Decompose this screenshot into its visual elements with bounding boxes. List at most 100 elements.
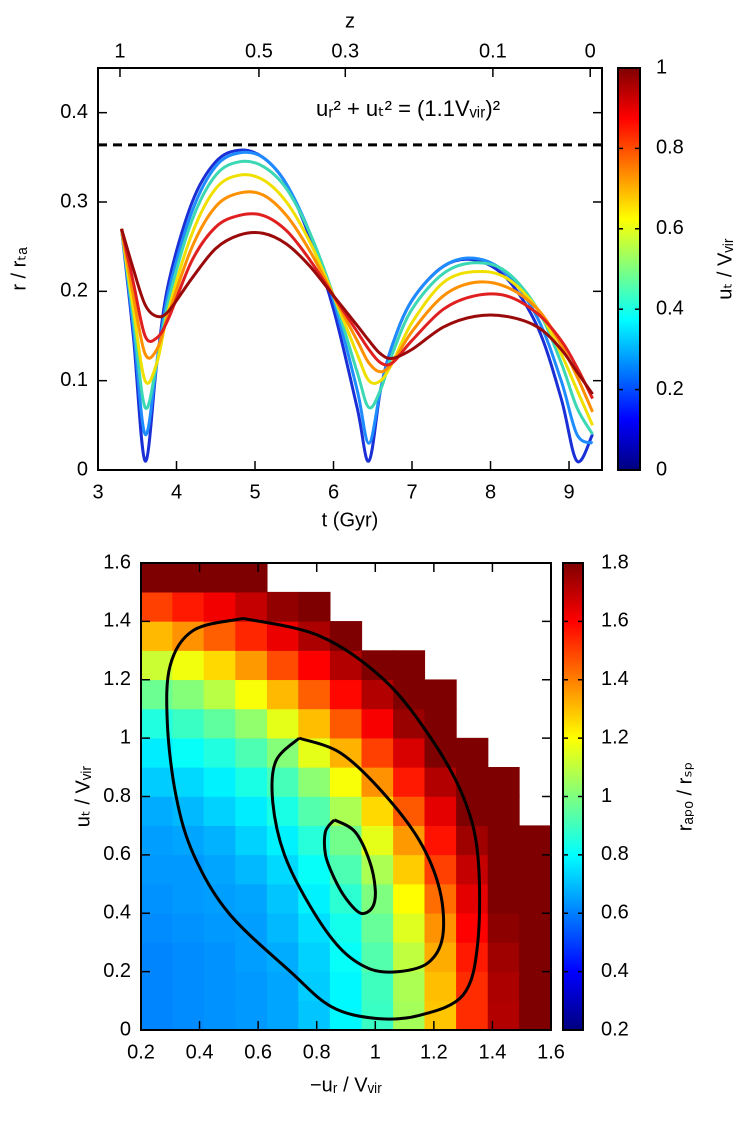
x-tick-label: 3 bbox=[92, 481, 103, 503]
heatmap-cell bbox=[298, 591, 331, 622]
heatmap-cell bbox=[203, 825, 236, 856]
x2-tick-label: 0.3 bbox=[331, 40, 359, 62]
heatmap-cell bbox=[266, 1000, 299, 1030]
contour bbox=[270, 736, 446, 974]
plot-frame bbox=[97, 67, 603, 471]
heatmap-cell bbox=[141, 971, 173, 1002]
heatmap-cell bbox=[235, 737, 268, 768]
heatmap-cell bbox=[329, 942, 363, 972]
colorbar-tick-label: 0.2 bbox=[601, 1018, 629, 1040]
heatmap-cell bbox=[203, 708, 236, 739]
heatmap-cell bbox=[141, 563, 173, 593]
heatmap-cell bbox=[519, 912, 551, 943]
heatmap-cell bbox=[487, 971, 520, 1002]
heatmap-cell bbox=[203, 737, 236, 768]
heatmap-cell bbox=[203, 563, 236, 593]
heatmap-cell bbox=[487, 854, 520, 885]
colorbar-tick-label: 0.8 bbox=[601, 843, 629, 865]
heatmap-cell bbox=[141, 912, 173, 943]
heatmap-cell bbox=[172, 854, 205, 885]
heatmap-cell bbox=[393, 883, 426, 914]
heatmap-cell bbox=[141, 796, 173, 826]
heatmap-cell bbox=[361, 1000, 394, 1030]
heatmap-cell bbox=[203, 1000, 236, 1030]
y-tick-label: 0.1 bbox=[60, 369, 88, 391]
heatmap-cell bbox=[393, 971, 426, 1002]
heatmap-cell bbox=[266, 912, 299, 943]
heatmap-cell bbox=[266, 591, 299, 622]
heatmap-cell bbox=[266, 854, 299, 885]
x-tick-label: 0.4 bbox=[186, 1041, 214, 1063]
heatmap-cell bbox=[329, 679, 363, 710]
heatmap-cell bbox=[519, 883, 551, 914]
x-tick-label: 6 bbox=[328, 481, 339, 503]
heatmap-cell bbox=[329, 971, 363, 1002]
heatmap-cell bbox=[266, 883, 299, 914]
heatmap-cell bbox=[203, 679, 236, 710]
heatmap-cell bbox=[519, 854, 551, 885]
y-tick-label: 0 bbox=[77, 458, 88, 480]
annotation: uᵣ² + uₜ² = (1.1Vᵥᵢᵣ)² bbox=[316, 96, 500, 121]
heatmap-cell bbox=[329, 621, 363, 651]
heatmap-cell bbox=[456, 854, 489, 885]
heatmap-cell bbox=[172, 883, 205, 914]
colorbar-tick-label: 0.6 bbox=[656, 217, 684, 239]
x-tick-label: 1.2 bbox=[420, 1041, 448, 1063]
heatmap-cell bbox=[424, 708, 457, 739]
heatmap-cell bbox=[203, 971, 236, 1002]
heatmap-cell bbox=[361, 883, 394, 914]
x-tick-label: 8 bbox=[485, 481, 496, 503]
heatmap-cell bbox=[203, 650, 236, 681]
heatmap-cell bbox=[172, 942, 205, 972]
heatmap-cell bbox=[172, 971, 205, 1002]
heatmap-cell bbox=[519, 825, 551, 856]
x-tick-label: 4 bbox=[171, 481, 182, 503]
heatmap-cell bbox=[456, 737, 489, 768]
heatmap-cell bbox=[235, 591, 268, 622]
colorbar-tick-label: 1.8 bbox=[601, 551, 629, 573]
heatmap-cell bbox=[361, 912, 394, 943]
heatmap-cell bbox=[487, 1000, 520, 1030]
colorbar-tick-label: 0 bbox=[656, 458, 667, 480]
heatmap-cell bbox=[266, 650, 299, 681]
x2-tick-label: 1 bbox=[114, 40, 125, 62]
heatmap-cell bbox=[424, 796, 457, 826]
y-tick-label: 0.4 bbox=[60, 101, 88, 123]
heatmap-cell bbox=[361, 679, 394, 710]
heatmap-cell bbox=[172, 679, 205, 710]
heatmap-cell bbox=[203, 854, 236, 885]
heatmap-cell bbox=[235, 825, 268, 856]
contour bbox=[165, 616, 482, 1021]
plot-area bbox=[98, 143, 602, 464]
heatmap-cell bbox=[298, 708, 331, 739]
x-tick-label: 1.4 bbox=[479, 1041, 507, 1063]
x-tick-label: 9 bbox=[563, 481, 574, 503]
colorbar-tick-label: 0.2 bbox=[656, 378, 684, 400]
heatmap-cell bbox=[487, 912, 520, 943]
colorbar-tick-label: 0.4 bbox=[656, 297, 684, 319]
heatmap-cell bbox=[329, 737, 363, 768]
heatmap-cell bbox=[298, 796, 331, 826]
heatmap-cell bbox=[298, 679, 331, 710]
heatmap-cell bbox=[141, 942, 173, 972]
heatmap-cell bbox=[424, 912, 457, 943]
heatmap-cell bbox=[141, 621, 173, 651]
heatmap-cell bbox=[487, 796, 520, 826]
x-tick-label: 5 bbox=[249, 481, 260, 503]
heatmap-cell bbox=[361, 737, 394, 768]
colorbar-label: rₐₚₒ / rₛₚ bbox=[674, 762, 696, 832]
heatmap-cell bbox=[393, 650, 426, 681]
heatmap-cell bbox=[298, 854, 331, 885]
heatmap-cell bbox=[172, 650, 205, 681]
colorbar-label: uₜ / Vᵥᵢᵣ bbox=[714, 238, 736, 300]
heatmap-cell bbox=[172, 563, 205, 593]
heatmap-cell bbox=[298, 767, 331, 797]
heatmap-cell bbox=[141, 1000, 173, 1030]
x-tick-label: 0.8 bbox=[303, 1041, 331, 1063]
heatmap-cell bbox=[424, 971, 457, 1002]
heatmap-cell bbox=[487, 942, 520, 972]
heatmap-cell bbox=[235, 621, 268, 651]
contour bbox=[322, 818, 377, 916]
heatmap-cell bbox=[298, 942, 331, 972]
heatmap-cell bbox=[298, 650, 331, 681]
